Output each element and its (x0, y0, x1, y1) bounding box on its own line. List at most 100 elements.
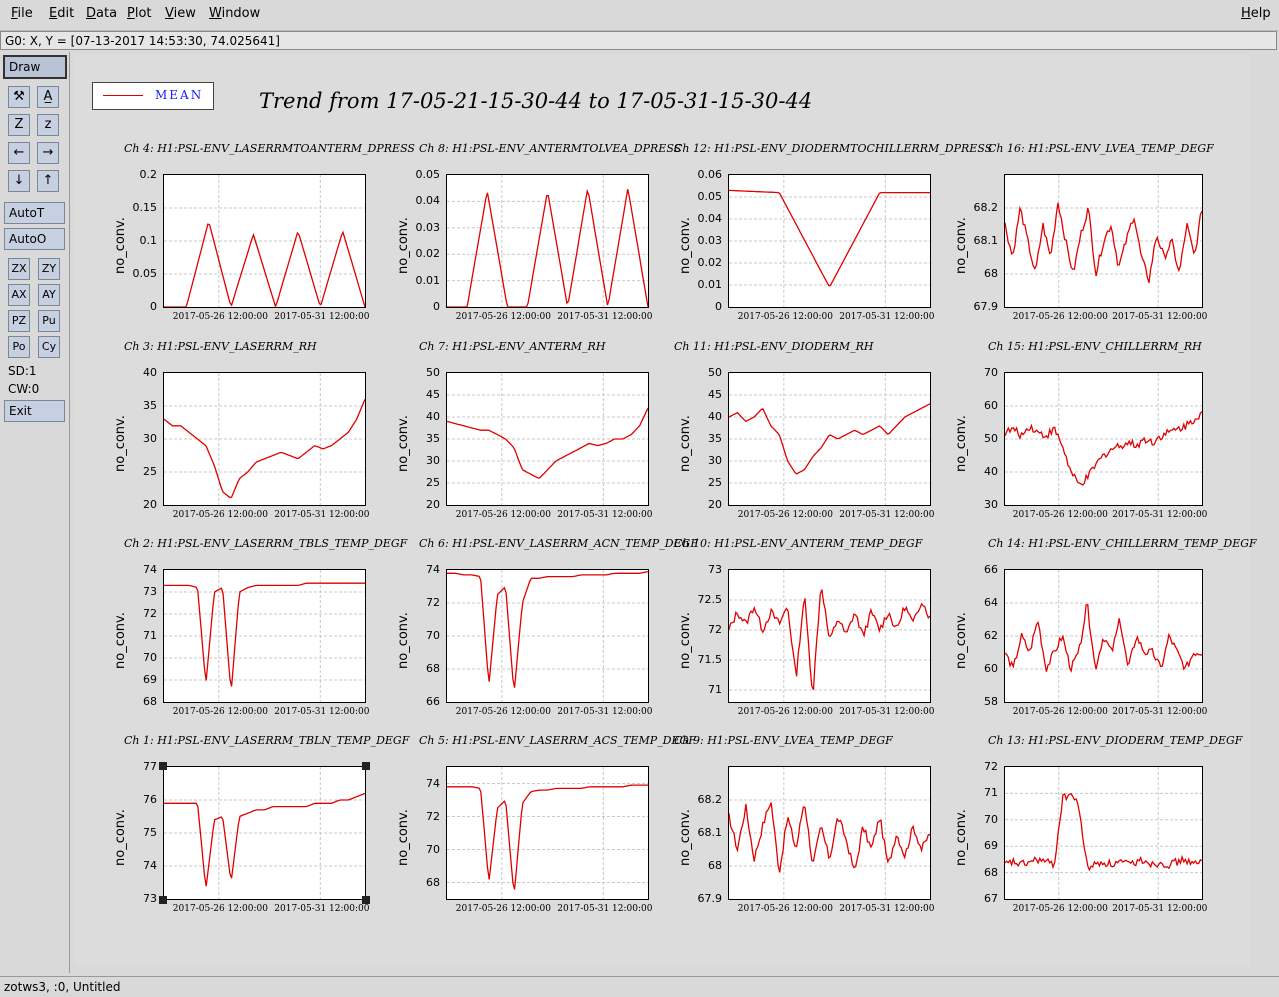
cy-button[interactable]: Cy (38, 336, 60, 358)
plot-title: Ch 12: H1:PSL-ENV_DIODERMTOCHILLERRM_DPR… (674, 142, 993, 155)
y-tick-label: 68 (984, 865, 998, 879)
x-tick-label: 2017-05-31 12:00:00 (557, 707, 653, 717)
selection-handle[interactable] (159, 762, 167, 770)
series-line (164, 792, 365, 887)
menu-edit[interactable]: Edit (49, 6, 75, 21)
plot-area[interactable] (163, 174, 366, 308)
menu-file[interactable]: File (11, 6, 33, 21)
trend-chart (164, 373, 365, 505)
trend-chart (447, 767, 648, 899)
x-tick-label: 2017-05-26 12:00:00 (737, 510, 833, 520)
plot-area[interactable] (446, 766, 649, 900)
menu-plot[interactable]: Plot (127, 6, 152, 21)
plot-title: Ch 15: H1:PSL-ENV_CHILLERRM_RH (988, 340, 1202, 353)
cw-label: CW:0 (8, 382, 40, 396)
y-tick-label: 40 (708, 410, 722, 423)
y-tick-label: 68 (426, 662, 440, 675)
y-tick-label: 0.04 (697, 212, 723, 225)
zoom-out-icon[interactable]: z (37, 114, 59, 136)
y-tick-label: 25 (426, 476, 440, 489)
series-line (447, 570, 648, 688)
y-tick-label: 71 (143, 629, 157, 642)
autoo-button[interactable]: AutoO (4, 228, 65, 250)
y-tick-label: 73 (708, 563, 722, 576)
plot-area[interactable] (728, 766, 931, 900)
series-line (729, 189, 930, 287)
y-tick-label: 72 (143, 607, 157, 620)
plot-area[interactable] (163, 569, 366, 703)
x-tick-label: 2017-05-26 12:00:00 (1012, 510, 1108, 520)
selection-handle[interactable] (159, 896, 167, 904)
menu-help[interactable]: Help (1241, 6, 1271, 21)
plot-area[interactable] (728, 372, 931, 506)
y-tick-label: 40 (426, 410, 440, 423)
y-tick-label: 30 (984, 498, 998, 511)
y-tick-label: 76 (143, 793, 157, 806)
trend-chart (1005, 570, 1202, 702)
y-tick-label: 45 (708, 388, 722, 401)
y-tick-label: 74 (143, 563, 157, 576)
arrow-up-icon[interactable]: ↑ (37, 170, 59, 192)
trend-chart (729, 175, 930, 307)
trend-chart (1005, 767, 1202, 899)
y-tick-label: 50 (708, 366, 722, 379)
selection-handle[interactable] (362, 896, 370, 904)
plot-area[interactable] (163, 372, 366, 506)
y-tick-label: 71.5 (697, 653, 723, 666)
trend-chart (164, 175, 365, 307)
y-tick-label: 68.1 (697, 826, 723, 839)
y-tick-label: 72 (426, 809, 440, 823)
zx-button[interactable]: ZX (8, 258, 30, 280)
arrow-down-icon[interactable]: ↓ (8, 170, 30, 192)
y-tick-label: 68 (708, 859, 722, 872)
series-line (1005, 202, 1202, 284)
plot-area[interactable] (1004, 372, 1203, 506)
y-tick-label: 70 (426, 842, 440, 856)
series-line (729, 589, 930, 690)
menu-view[interactable]: View (165, 6, 196, 21)
selection-handle[interactable] (362, 762, 370, 770)
menu-data[interactable]: Data (86, 6, 118, 21)
trend-chart (164, 570, 365, 702)
x-tick-label: 2017-05-26 12:00:00 (455, 904, 551, 914)
y-tick-label: 25 (708, 476, 722, 489)
y-tick-label: 0.1 (139, 234, 158, 247)
autot-button[interactable]: AutoT (4, 202, 65, 224)
zy-button[interactable]: ZY (38, 258, 60, 280)
x-tick-label: 2017-05-26 12:00:00 (172, 312, 268, 322)
x-tick-label: 2017-05-31 12:00:00 (557, 510, 653, 520)
menu-window[interactable]: Window (209, 6, 261, 21)
plot-area[interactable] (1004, 766, 1203, 900)
ax-button[interactable]: AX (8, 284, 30, 306)
x-tick-label: 2017-05-31 12:00:00 (557, 904, 653, 914)
series-line (447, 188, 648, 307)
po-button[interactable]: Po (8, 336, 30, 358)
pz-button[interactable]: PZ (8, 310, 30, 332)
y-tick-label: 0.01 (697, 278, 723, 291)
plot-area[interactable] (1004, 174, 1203, 308)
plot-area[interactable] (163, 766, 366, 900)
plot-area[interactable] (446, 372, 649, 506)
y-tick-label: 0.05 (697, 190, 723, 203)
zoom-in-icon[interactable]: Z (8, 114, 30, 136)
ay-button[interactable]: AY (38, 284, 60, 306)
plot-area[interactable] (728, 174, 931, 308)
exit-button[interactable]: Exit (4, 400, 65, 422)
wrench-icon[interactable]: ⚒ (8, 86, 30, 108)
plot-area[interactable] (446, 569, 649, 703)
plot-area[interactable] (728, 569, 931, 703)
text-icon[interactable]: A̲ (37, 86, 59, 108)
plot-area[interactable] (446, 174, 649, 308)
arrow-right-icon[interactable]: → (37, 142, 59, 164)
draw-button[interactable]: Draw (3, 55, 67, 79)
y-tick-label: 20 (426, 498, 440, 511)
arrow-left-icon[interactable]: ← (8, 142, 30, 164)
plot-title: Ch 5: H1:PSL-ENV_LASERRM_ACS_TEMP_DEGF (419, 734, 696, 747)
y-tick-label: 68.2 (697, 793, 723, 806)
plot-title: Ch 8: H1:PSL-ENV_ANTERMTOLVEA_DPRESS (419, 142, 682, 155)
plot-title: Ch 7: H1:PSL-ENV_ANTERM_RH (419, 340, 606, 353)
plot-title: Ch 6: H1:PSL-ENV_LASERRM_ACN_TEMP_DEGF (419, 537, 698, 550)
pu-button[interactable]: Pu (38, 310, 60, 332)
y-tick-label: 72 (984, 760, 998, 773)
plot-area[interactable] (1004, 569, 1203, 703)
